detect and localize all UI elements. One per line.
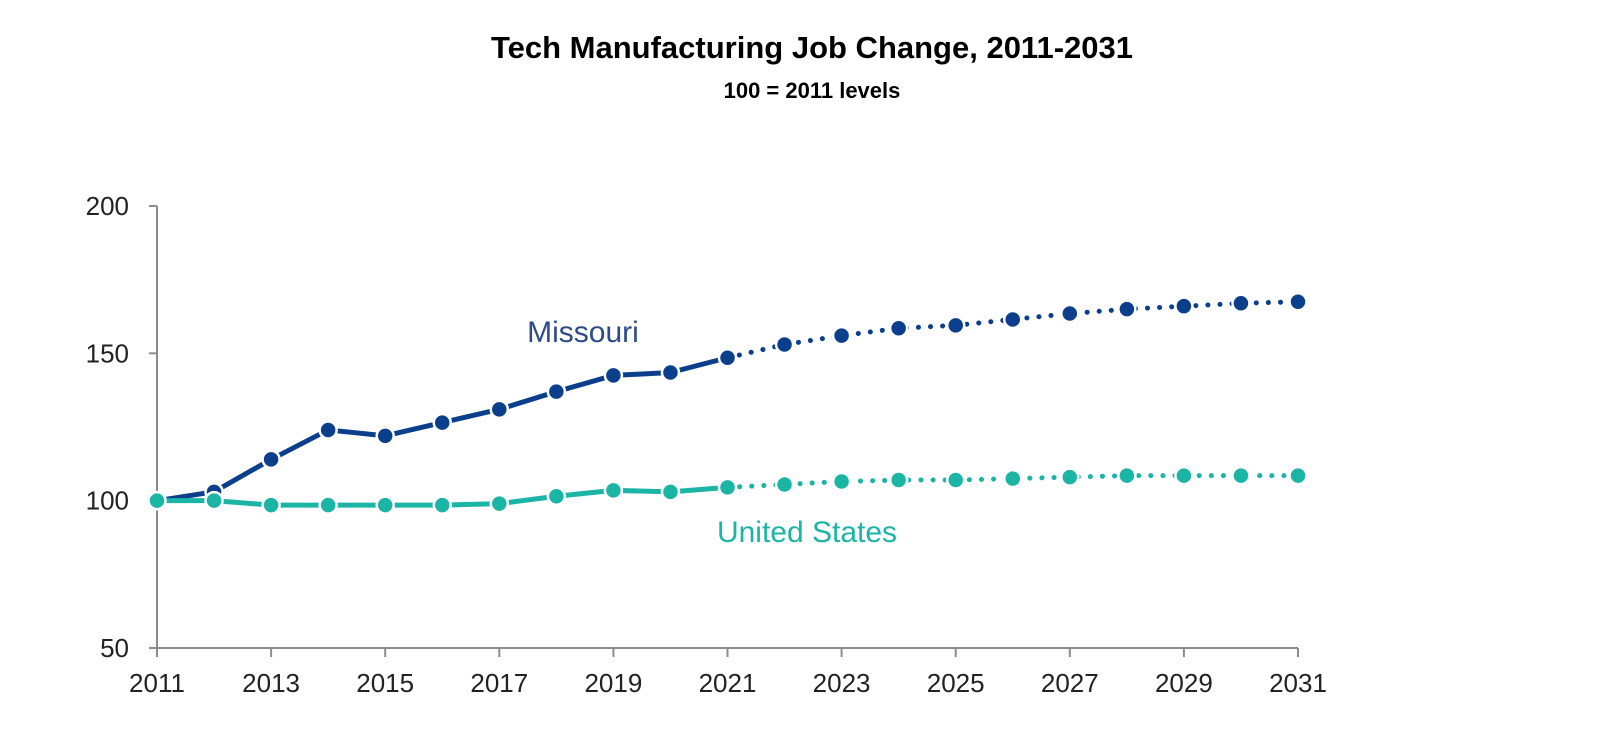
data-point-united-states-2028	[1117, 465, 1137, 486]
series-missouri	[147, 292, 1308, 511]
data-point-united-states-2015	[375, 495, 395, 515]
data-point-united-states-2025	[945, 470, 966, 490]
data-point-missouri-2015	[375, 426, 395, 446]
data-point-united-states-2012	[204, 490, 224, 511]
x-tick-label: 2027	[1041, 668, 1099, 698]
data-point-missouri-2027	[1060, 303, 1080, 324]
data-point-missouri-2031	[1288, 292, 1308, 312]
data-point-united-states-2031	[1288, 465, 1308, 486]
data-point-missouri-2020	[660, 362, 681, 383]
series-label-missouri: Missouri	[527, 316, 639, 349]
data-point-united-states-2019	[603, 480, 624, 501]
data-point-united-states-2026	[1003, 468, 1023, 489]
x-tick-label: 2023	[813, 668, 871, 698]
x-tick-label: 2017	[470, 668, 528, 698]
data-point-missouri-2022	[774, 334, 795, 355]
data-point-united-states-2027	[1060, 467, 1080, 487]
y-tick-label: 50	[100, 633, 129, 663]
data-point-united-states-2030	[1231, 465, 1251, 486]
x-tick-label: 2013	[242, 668, 300, 698]
data-point-missouri-2025	[945, 315, 966, 336]
x-tick-label: 2015	[356, 668, 414, 698]
series-united-states	[147, 465, 1308, 515]
y-tick-label: 100	[86, 486, 129, 516]
data-point-united-states-2020	[660, 482, 681, 502]
data-point-missouri-2013	[261, 449, 281, 470]
data-point-united-states-2011	[147, 490, 167, 511]
series-line-united-states-projected	[725, 473, 1301, 490]
data-point-united-states-2016	[432, 495, 452, 515]
x-tick-label: 2025	[927, 668, 985, 698]
data-point-united-states-2023	[831, 471, 852, 492]
data-point-united-states-2029	[1174, 465, 1194, 486]
axes: 50 100 150 200 2011 2013 2015 2017 2019 2021 2023 2…	[86, 191, 1327, 698]
data-point-missouri-2028	[1117, 299, 1137, 319]
x-tick-label: 2031	[1269, 668, 1327, 698]
data-point-missouri-2019	[603, 365, 624, 386]
x-tick-label: 2019	[584, 668, 642, 698]
data-point-united-states-2021	[717, 477, 738, 498]
data-point-united-states-2017	[489, 493, 510, 514]
data-point-missouri-2024	[888, 318, 909, 339]
data-point-missouri-2016	[432, 412, 452, 433]
y-tick-label: 200	[86, 191, 129, 221]
data-point-missouri-2026	[1003, 309, 1023, 330]
x-tick-label: 2011	[129, 668, 185, 698]
y-tick-label: 150	[86, 338, 129, 368]
data-point-united-states-2018	[546, 486, 567, 506]
x-tick-label: 2029	[1155, 668, 1213, 698]
data-point-united-states-2013	[261, 495, 281, 515]
data-point-united-states-2024	[888, 470, 909, 490]
data-point-missouri-2030	[1231, 293, 1251, 313]
data-point-missouri-2014	[318, 420, 338, 440]
data-point-missouri-2018	[546, 381, 567, 402]
data-point-missouri-2023	[831, 325, 852, 346]
series-label-united-states: United States	[717, 516, 897, 549]
data-point-missouri-2021	[717, 348, 738, 368]
chart-title: Tech Manufacturing Job Change, 2011-2031	[491, 30, 1133, 65]
chart-subtitle: 100 = 2011 levels	[723, 78, 901, 103]
data-point-missouri-2029	[1174, 296, 1194, 316]
data-point-united-states-2022	[774, 474, 795, 495]
data-point-missouri-2017	[489, 399, 510, 420]
data-point-united-states-2014	[318, 495, 338, 515]
series-layer	[147, 292, 1308, 515]
x-tick-label: 2021	[699, 668, 757, 698]
